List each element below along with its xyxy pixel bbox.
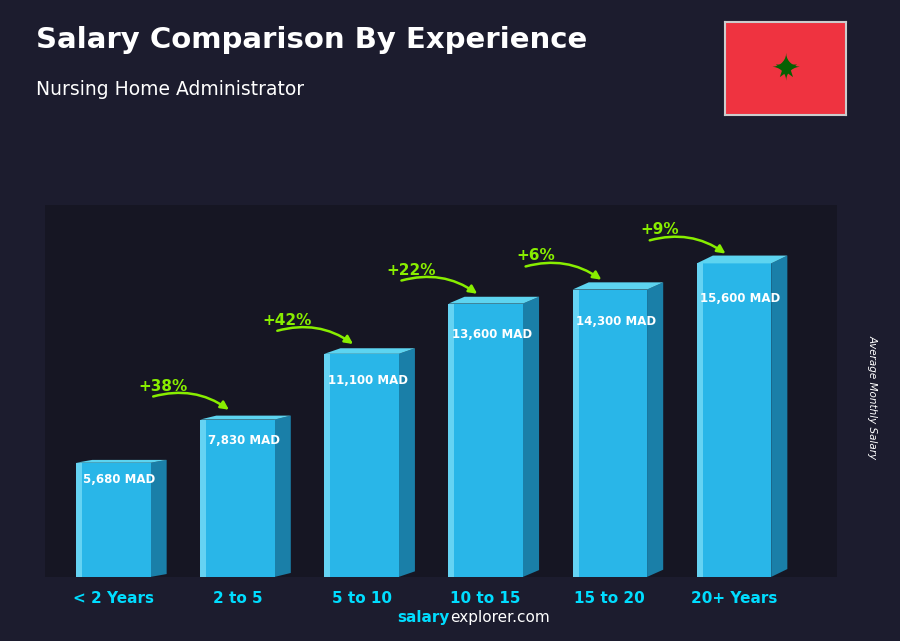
Polygon shape <box>523 297 539 577</box>
Bar <box>76 463 82 577</box>
Text: 7,830 MAD: 7,830 MAD <box>208 434 280 447</box>
Bar <box>448 304 523 577</box>
Bar <box>697 263 771 577</box>
Bar <box>200 420 206 577</box>
Text: ✦: ✦ <box>770 52 800 86</box>
Text: +42%: +42% <box>263 313 311 328</box>
Text: +38%: +38% <box>139 379 187 394</box>
Bar <box>572 290 647 577</box>
Text: salary: salary <box>398 610 450 625</box>
Polygon shape <box>76 460 166 463</box>
Text: explorer.com: explorer.com <box>450 610 550 625</box>
Polygon shape <box>150 460 166 577</box>
Polygon shape <box>647 282 663 577</box>
Text: 15,600 MAD: 15,600 MAD <box>700 292 780 304</box>
Text: 13,600 MAD: 13,600 MAD <box>452 328 532 341</box>
Polygon shape <box>697 256 788 263</box>
Bar <box>324 354 330 577</box>
Polygon shape <box>572 282 663 290</box>
Polygon shape <box>324 348 415 354</box>
Text: Nursing Home Administrator: Nursing Home Administrator <box>36 80 304 99</box>
Polygon shape <box>448 297 539 304</box>
Polygon shape <box>200 415 291 420</box>
Bar <box>76 463 150 577</box>
Text: ★: ★ <box>773 55 797 83</box>
Bar <box>572 290 579 577</box>
Text: 11,100 MAD: 11,100 MAD <box>328 374 408 387</box>
Bar <box>324 354 399 577</box>
Bar <box>448 304 454 577</box>
Text: +9%: +9% <box>640 222 679 237</box>
Text: 5,680 MAD: 5,680 MAD <box>84 473 156 486</box>
Polygon shape <box>399 348 415 577</box>
Polygon shape <box>274 415 291 577</box>
Bar <box>697 263 703 577</box>
Polygon shape <box>771 256 788 577</box>
Text: +6%: +6% <box>516 249 554 263</box>
Text: +22%: +22% <box>386 263 436 278</box>
Text: Salary Comparison By Experience: Salary Comparison By Experience <box>36 26 587 54</box>
Text: 14,300 MAD: 14,300 MAD <box>576 315 656 328</box>
Text: Average Monthly Salary: Average Monthly Salary <box>868 335 878 460</box>
Bar <box>200 420 274 577</box>
